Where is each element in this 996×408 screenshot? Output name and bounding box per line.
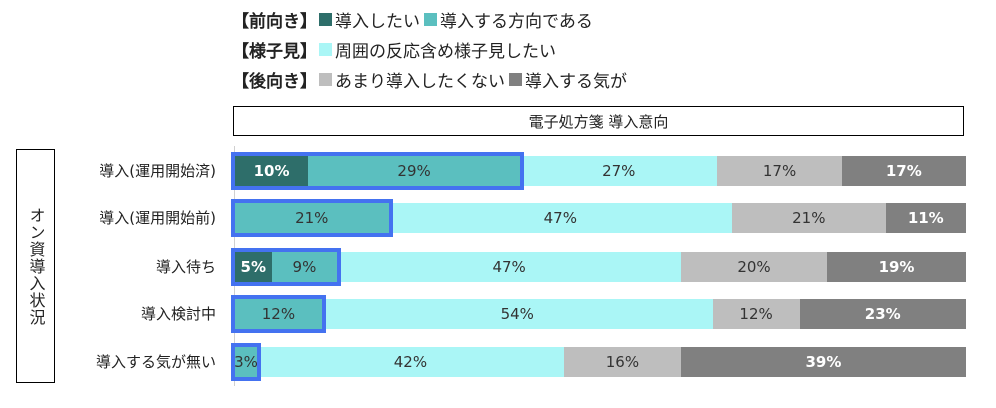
legend-label: 導入する気が <box>525 71 627 92</box>
legend-group-label: 【前向き】 <box>232 11 317 32</box>
bar-row: 3% 42% 16% 39% <box>235 347 966 377</box>
y-group-label-box: オン資導入状況 <box>16 149 55 383</box>
chart-title: 電子処方箋 導入意向 <box>233 106 964 136</box>
legend-group-label: 【後向き】 <box>232 71 317 92</box>
bar-segment: 54% <box>321 299 713 329</box>
legend: 【前向き】 導入したい 導入する方向である 【様子見】 周囲の反応含め様子見したい 【後向… <box>232 4 631 94</box>
bar-segment: 9% <box>271 252 338 282</box>
bar-segment: 11% <box>885 203 966 233</box>
bar-segment: 42% <box>256 347 564 377</box>
category-label: 導入検討中 <box>140 305 216 323</box>
chart-title-text: 電子処方箋 導入意向 <box>528 112 669 131</box>
bar-row: 12% 54% 12% 23% <box>235 299 966 329</box>
legend-group-label: 【様子見】 <box>232 41 317 62</box>
bar-segment: 47% <box>388 203 733 233</box>
legend-label: あまり導入したくない <box>335 71 505 92</box>
y-group-label: オン資導入状況 <box>26 206 46 326</box>
bar-row: 21% 47% 21% 11% <box>235 203 966 233</box>
bar-segment: 17% <box>841 156 966 186</box>
bar-row: 5% 9% 47% 20% 19% <box>235 252 966 282</box>
bar-segment: 5% <box>235 252 272 282</box>
bar-segment: 27% <box>520 156 718 186</box>
legend-label: 導入したい <box>335 11 420 32</box>
bar-segment: 21% <box>235 203 389 233</box>
bar-segment: 29% <box>308 156 521 186</box>
legend-row: 【前向き】 導入したい 導入する方向である <box>232 4 631 34</box>
legend-item: 周囲の反応含め様子見したい <box>319 37 556 62</box>
legend-swatch-icon <box>509 72 522 86</box>
legend-swatch-icon <box>319 72 332 86</box>
bar-segment: 12% <box>235 299 322 329</box>
bar-segment: 21% <box>732 203 886 233</box>
category-label: 導入する気が無い <box>95 353 216 371</box>
legend-item: 導入する気が <box>509 67 627 92</box>
legend-item: 導入したい <box>319 7 420 32</box>
legend-row: 【様子見】 周囲の反応含め様子見したい <box>232 34 631 64</box>
legend-label: 導入する方向である <box>440 11 593 32</box>
bar-segment: 3% <box>235 347 257 377</box>
bar-segment: 47% <box>337 252 681 282</box>
legend-swatch-icon <box>319 12 332 26</box>
bar-segment: 19% <box>827 252 966 282</box>
legend-item: 導入する方向である <box>424 7 593 32</box>
legend-item: あまり導入したくない <box>319 67 505 92</box>
bar-segment: 12% <box>712 299 800 329</box>
bar-segment: 39% <box>680 347 966 377</box>
category-label: 導入待ち <box>155 258 216 276</box>
legend-label: 周囲の反応含め様子見したい <box>335 41 556 62</box>
legend-row: 【後向き】 あまり導入したくない 導入する気が <box>232 64 631 94</box>
bar-segment: 10% <box>235 156 309 186</box>
bar-segment: 23% <box>799 299 966 329</box>
bar-row: 10% 29% 27% 17% 17% <box>235 156 966 186</box>
bar-segment: 17% <box>717 156 842 186</box>
category-label: 導入(運用開始前) <box>99 209 216 227</box>
bar-segment: 16% <box>563 347 681 377</box>
category-label: 導入(運用開始済) <box>99 162 216 180</box>
legend-swatch-icon <box>424 12 437 26</box>
legend-swatch-icon <box>319 42 332 56</box>
bar-segment: 20% <box>680 252 828 282</box>
